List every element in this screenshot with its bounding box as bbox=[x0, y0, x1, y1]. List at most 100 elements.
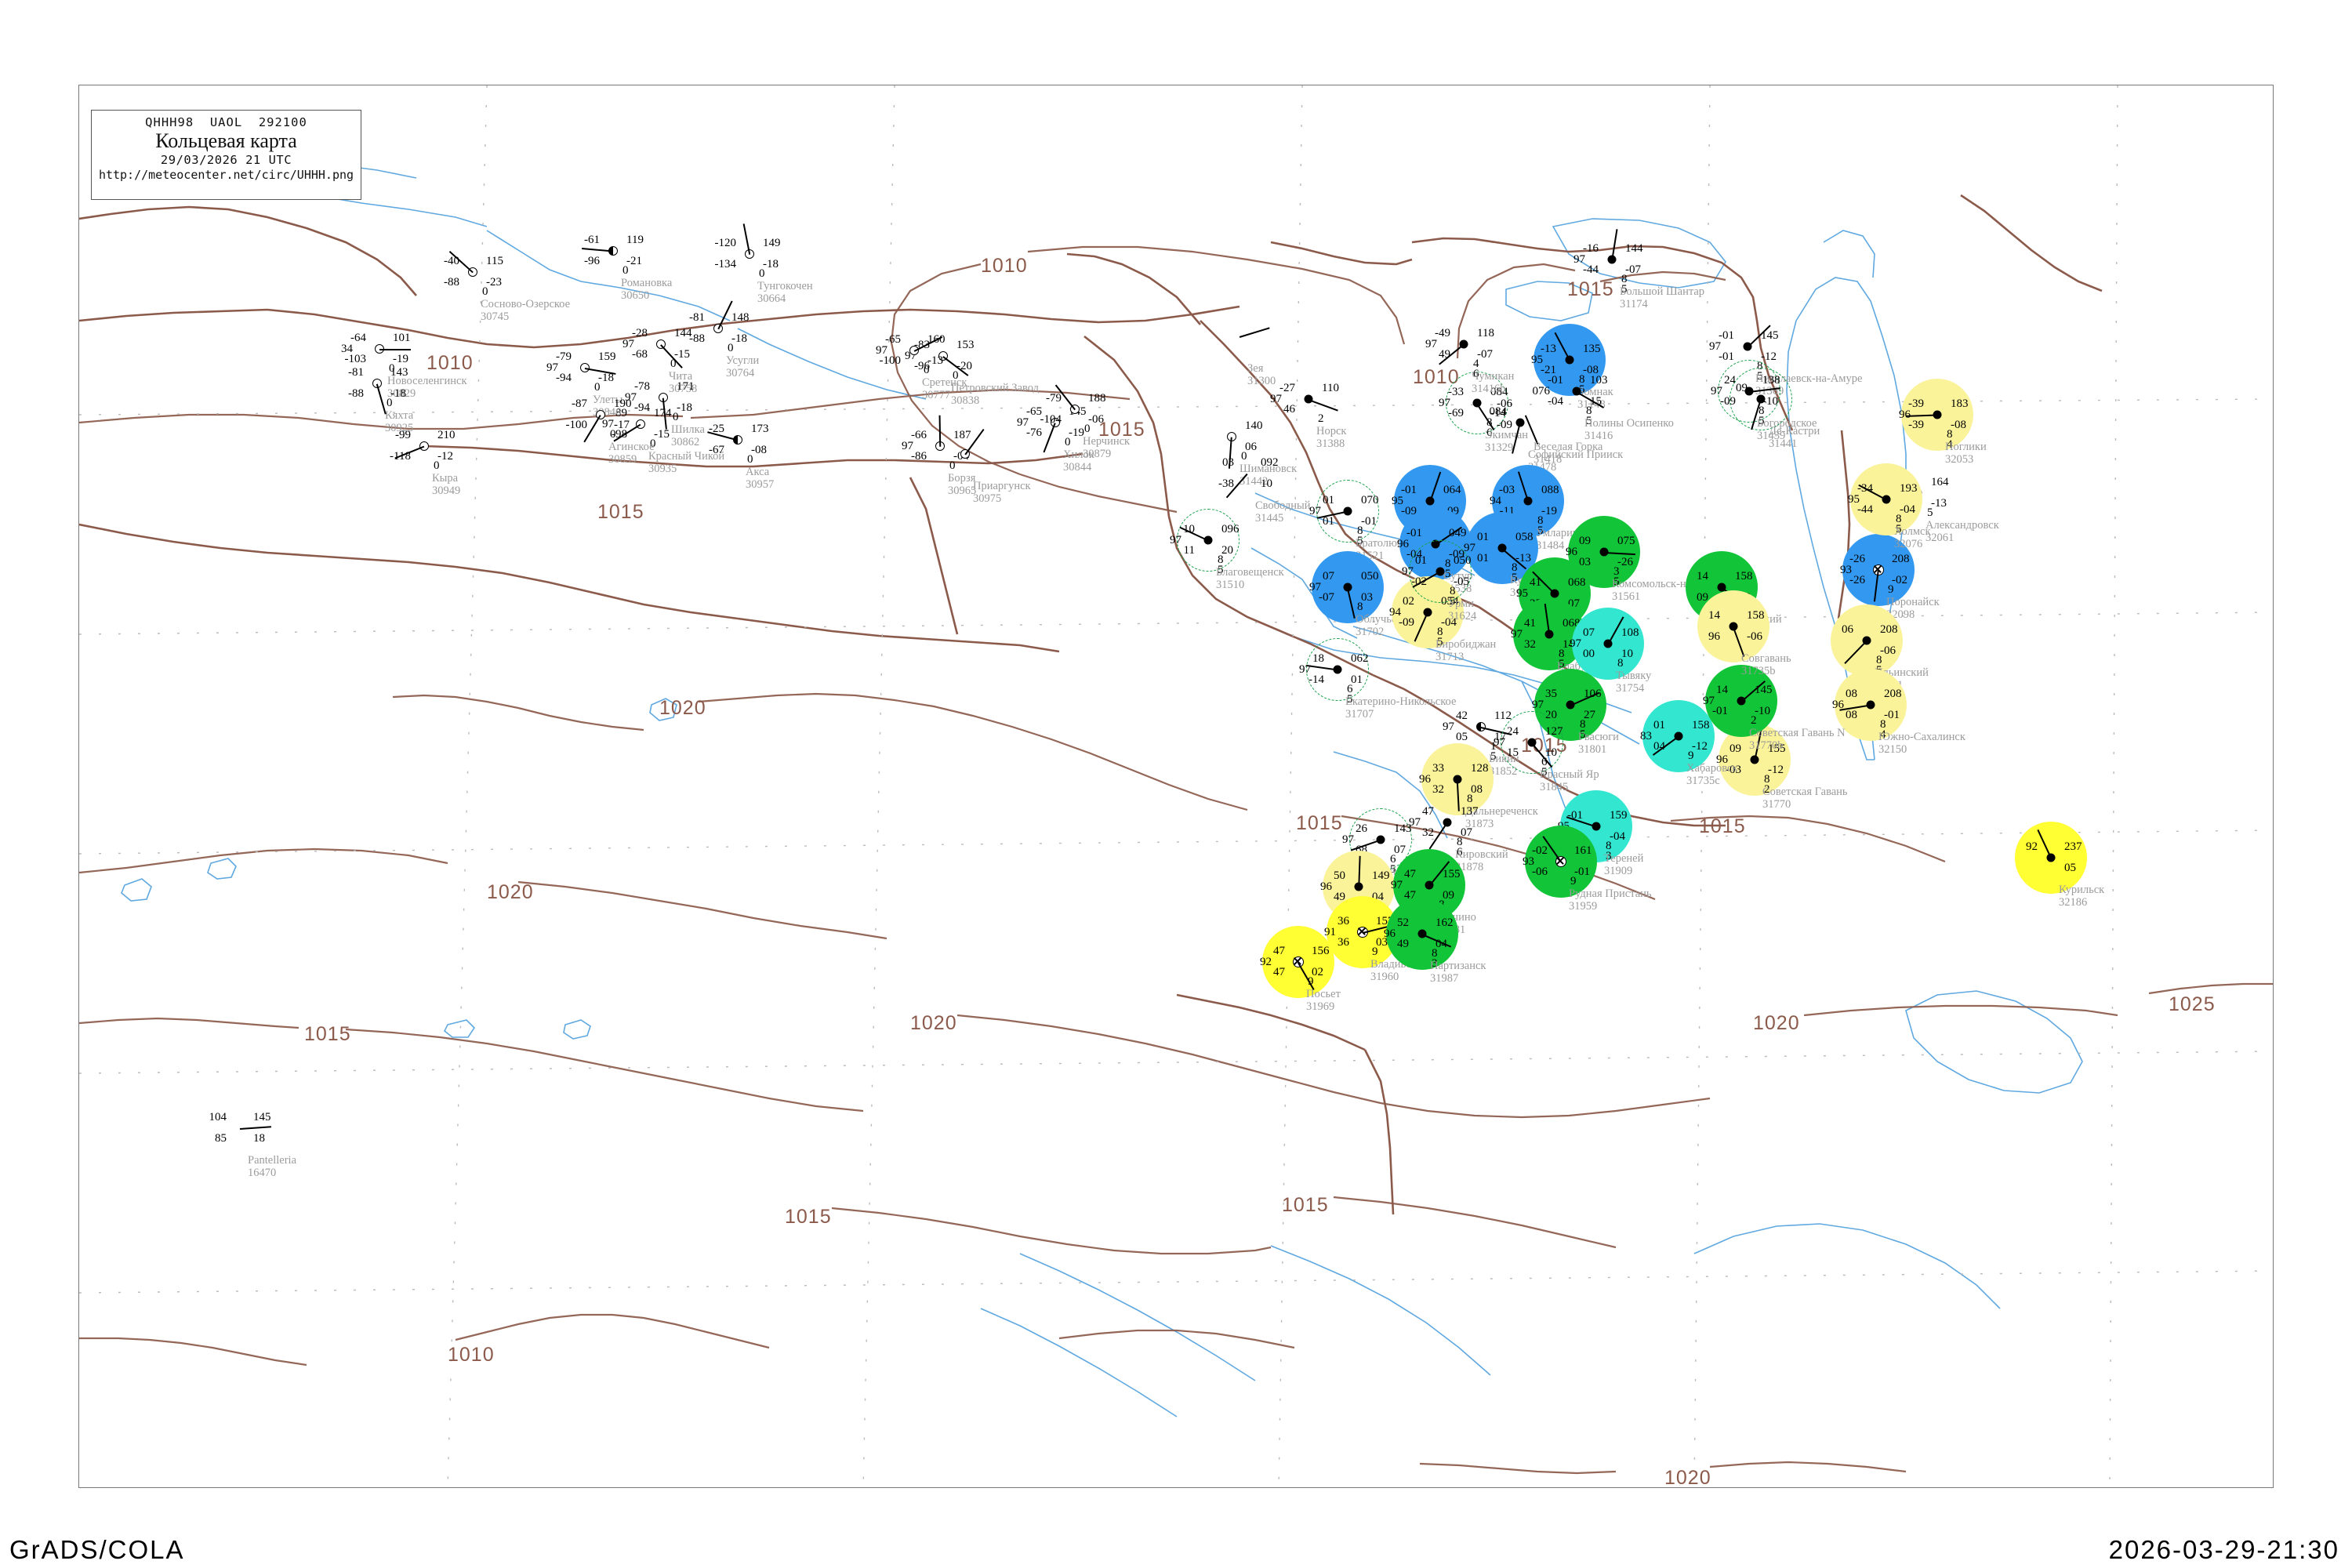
station-pressure-tendency: -04 bbox=[1610, 830, 1625, 843]
station-pressure: 058 bbox=[1515, 531, 1534, 543]
station-temperature: 35 bbox=[1545, 688, 1557, 700]
station-pressure: 144 bbox=[674, 327, 692, 339]
station-pressure: 148 bbox=[731, 311, 750, 324]
station-pressure: 159 bbox=[598, 350, 616, 363]
station-wmo-id: 30650 bbox=[621, 289, 650, 302]
station-pressure: 149 bbox=[1372, 869, 1390, 882]
station-label: Холмск 32076 bbox=[1894, 525, 1931, 550]
station-plot-layer[interactable]: -64 101 -103 34 -19 0 Новоселенгинск 30829 -83 15… bbox=[79, 85, 2273, 1487]
producer-label: GrADS/COLA bbox=[9, 1535, 185, 1564]
station-wmo-id: 30965 bbox=[948, 484, 977, 497]
station-pressure-tendency: 10 bbox=[1261, 477, 1272, 490]
station-label: Гвасюги 31801 bbox=[1578, 731, 1619, 756]
station-pressure: 210 bbox=[437, 429, 456, 441]
station-temperature: 36 bbox=[1338, 915, 1349, 927]
station-wmo-id: 31909 bbox=[1604, 864, 1633, 877]
station-pressure-tendency: -06 bbox=[1880, 644, 1896, 657]
station-cloud-low: 8 bbox=[1432, 947, 1438, 960]
station-dewpoint: -68 bbox=[632, 348, 648, 361]
station-temperature: -65 bbox=[885, 333, 901, 346]
station-temperature: 104 bbox=[209, 1111, 227, 1123]
station-cloud-low: 0 bbox=[387, 397, 393, 409]
station-visibility: 076 bbox=[1532, 385, 1551, 397]
station-pressure-tendency: -15 bbox=[674, 348, 690, 361]
station-temperature: 09 bbox=[1730, 742, 1741, 755]
station-temperature: -27 bbox=[1279, 382, 1295, 394]
station-visibility: 96 bbox=[1397, 538, 1409, 550]
station-label: Де-Кастри 31441 bbox=[1769, 425, 1820, 450]
station-label: Нерчинск 30879 bbox=[1083, 435, 1131, 460]
station-label: Романовка 30650 bbox=[621, 277, 673, 302]
station-temperature: 01 bbox=[1415, 554, 1427, 567]
wind-barb bbox=[938, 415, 941, 447]
station-wmo-id: 30862 bbox=[671, 435, 700, 448]
station-dewpoint: 01 bbox=[1477, 552, 1489, 564]
wind-barb bbox=[717, 300, 733, 330]
station-cloud-low: 8 bbox=[1947, 428, 1953, 441]
station-label: Кировский 31878 bbox=[1455, 848, 1508, 873]
station-dewpoint: -09 bbox=[1497, 419, 1512, 431]
station-temperature: -87 bbox=[572, 397, 587, 410]
station-pressure: 103 bbox=[1590, 374, 1608, 387]
station-visibility: 97 bbox=[1703, 695, 1715, 707]
station-pressure: 137 bbox=[1461, 805, 1479, 818]
wind-barb bbox=[1239, 327, 1270, 338]
station-pressure-tendency: -12 bbox=[1692, 740, 1708, 753]
station-dewpoint: -134 bbox=[714, 258, 737, 270]
station-pressure-tendency: -08 bbox=[751, 444, 767, 456]
station-dewpoint: -94 bbox=[634, 401, 650, 414]
station-dewpoint: -100 bbox=[565, 419, 588, 431]
station-cloud-low: 0 bbox=[610, 428, 616, 441]
station-dewpoint: 32 bbox=[1422, 826, 1434, 839]
station-dewpoint: -67 bbox=[709, 444, 724, 456]
station-pressure: 208 bbox=[1880, 623, 1898, 636]
render-timestamp: 2026-03-29-21:30 bbox=[2108, 1535, 2339, 1564]
station-wmo-id: 31713 bbox=[1436, 650, 1465, 663]
station-dewpoint: -26 bbox=[1849, 574, 1865, 586]
station-pressure: 101 bbox=[393, 332, 411, 344]
station-visibility: 97 bbox=[622, 338, 634, 350]
station-visibility: 93 bbox=[1840, 564, 1852, 576]
station-wmo-id: 32186 bbox=[2059, 895, 2088, 909]
station-dewpoint: -103 bbox=[344, 353, 367, 365]
station-wmo-id: 31624 bbox=[1448, 609, 1477, 622]
station-pressure: 050 bbox=[1454, 554, 1472, 567]
station-label: Экимчан 31329 bbox=[1485, 429, 1529, 454]
station-temperature: -02 bbox=[1532, 844, 1548, 857]
station-temperature: 47 bbox=[1404, 868, 1416, 880]
station-cloud-low: 0 bbox=[1084, 423, 1091, 435]
station-pressure: 145 bbox=[253, 1111, 271, 1123]
station-pressure-tendency: -13 bbox=[1931, 497, 1947, 510]
station-temperature: 24 bbox=[1507, 725, 1519, 738]
station-label: Биробиджан 31713 bbox=[1436, 638, 1497, 663]
station-dewpoint: 36 bbox=[1338, 936, 1349, 949]
station-wmo-id: 30829 bbox=[387, 387, 416, 400]
station-pressure: 193 bbox=[1900, 482, 1918, 495]
station-pressure: 171 bbox=[677, 380, 695, 393]
station-pressure-tendency: -05 bbox=[1454, 575, 1469, 588]
station-pressure-tendency: 05 bbox=[2064, 862, 2076, 874]
station-pressure-tendency: 02 bbox=[1312, 966, 1323, 978]
station-wmo-id: 30664 bbox=[757, 292, 786, 305]
station-pressure: 174 bbox=[654, 407, 672, 419]
station-label: Норск 31388 bbox=[1316, 425, 1347, 450]
station-pressure-tendency: 03 bbox=[1376, 936, 1388, 949]
station-label: Чумикан 31416b bbox=[1472, 370, 1515, 395]
wind-barb bbox=[239, 1126, 271, 1130]
station-temperature: -25 bbox=[709, 423, 724, 435]
weather-map[interactable]: -64 101 -103 34 -19 0 Новоселенгинск 30829 -83 15… bbox=[78, 85, 2274, 1488]
station-temperature: -28 bbox=[632, 327, 648, 339]
bulletin-header: QHHH98 UAOL 292100 bbox=[145, 115, 307, 129]
station-label: Акса 30957 bbox=[746, 466, 775, 491]
station-dewpoint: -44 bbox=[1857, 503, 1873, 516]
station-visibility: 97 bbox=[1439, 397, 1450, 409]
station-wmo-id: 31707 bbox=[1345, 707, 1374, 720]
station-visibility: 95 bbox=[1392, 495, 1403, 507]
station-center-symbol bbox=[1717, 583, 1726, 592]
station-dewpoint: -04 bbox=[1548, 395, 1563, 408]
station-wmo-id: 31561 bbox=[1612, 590, 1641, 603]
station-wmo-id: 31960 bbox=[1370, 970, 1399, 983]
station-temperature: 42 bbox=[1456, 710, 1468, 722]
station-temperature: -61 bbox=[584, 234, 600, 246]
station-visibility: 97 bbox=[1402, 565, 1414, 578]
